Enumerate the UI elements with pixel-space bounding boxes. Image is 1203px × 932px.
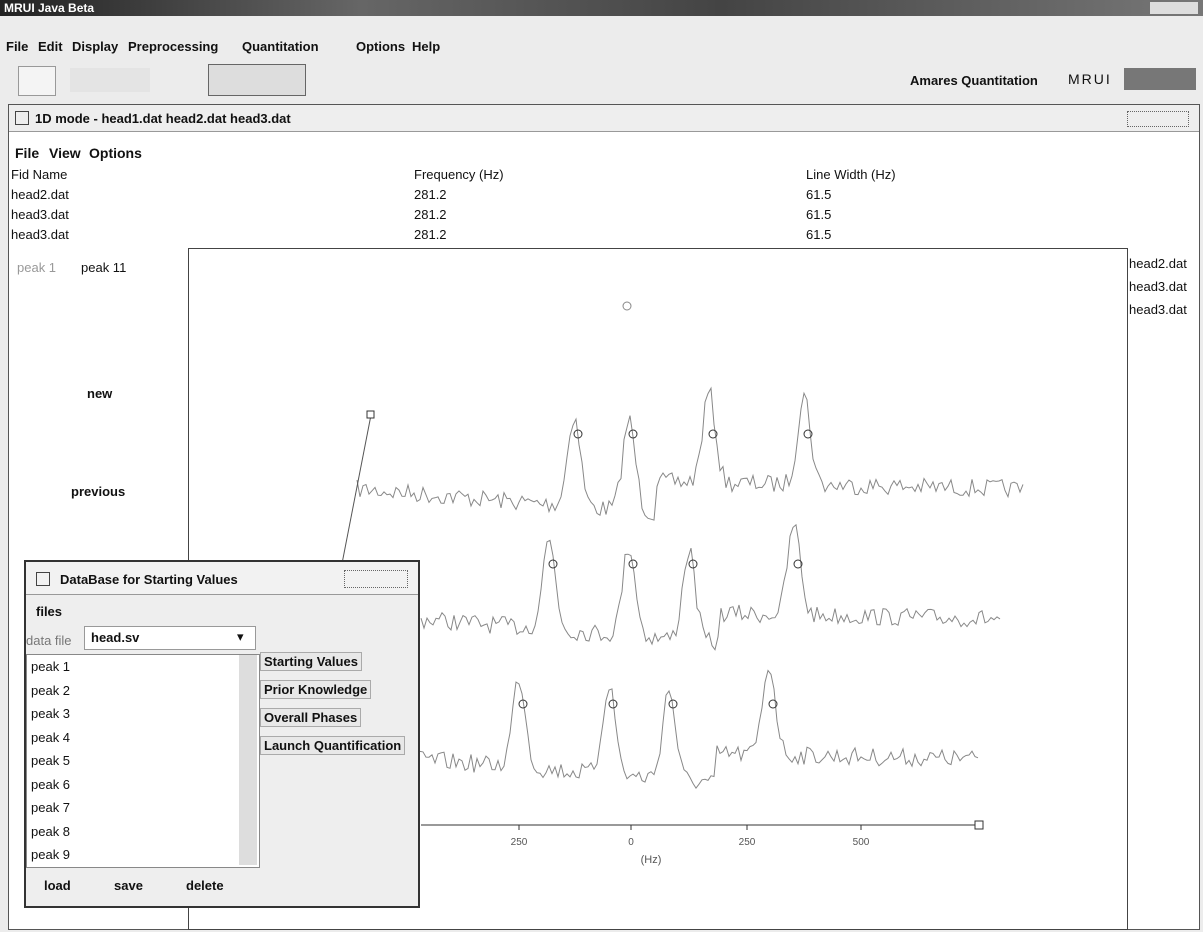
- parameter-table: Fid Name Frequency (Hz) Line Width (Hz) hea…: [9, 167, 1199, 245]
- column-header: Fid Name: [11, 167, 67, 182]
- axis-handle: [367, 411, 374, 418]
- tool-group[interactable]: [70, 68, 150, 92]
- table-cell: 281.2: [414, 227, 447, 242]
- dialog: DataBase for Starting Values files data …: [24, 560, 420, 908]
- table-cell: 61.5: [806, 227, 831, 242]
- x-axis-label: (Hz): [641, 854, 662, 866]
- list-item[interactable]: peak 8: [31, 824, 70, 839]
- menu-item[interactable]: File: [6, 39, 28, 54]
- logo: MRUI: [1068, 71, 1112, 87]
- mode-label: Amares Quantitation: [910, 73, 1038, 88]
- list-item[interactable]: peak 4: [31, 730, 70, 745]
- x-tick-label: 0: [628, 837, 634, 848]
- menu-item[interactable]: Quantitation: [242, 39, 319, 54]
- tool-group[interactable]: [208, 64, 306, 96]
- depth-axis: [339, 415, 371, 579]
- action-buttons: Starting Values Prior Knowledge Overall Ph…: [258, 648, 418, 768]
- file-value: head.sv: [91, 630, 139, 645]
- button[interactable]: Prior Knowledge: [260, 680, 371, 699]
- toolbar: Amares Quantitation MRUI: [0, 62, 1203, 98]
- combo-arrow: ▾: [237, 629, 244, 645]
- x-tick-label: 500: [853, 837, 870, 848]
- menu-item[interactable]: Help: [412, 39, 440, 54]
- dialog-title-bar: DataBase for Starting Values: [26, 562, 418, 595]
- frame-title-bar: 1D mode - head1.dat head2.dat head3.dat: [9, 105, 1199, 132]
- file-entry[interactable]: head3.dat: [1129, 302, 1187, 317]
- list-item[interactable]: peak 2: [31, 683, 70, 698]
- table-cell: 61.5: [806, 207, 831, 222]
- file-label: data file: [26, 633, 72, 648]
- list-item[interactable]: peak 9: [31, 847, 70, 862]
- file-combo[interactable]: head.sv ▾: [84, 626, 256, 650]
- dialog-buttons: load save delete: [26, 872, 258, 902]
- peak-marker: [623, 302, 631, 310]
- spectrum-trace: [357, 388, 1023, 520]
- file-entry[interactable]: head3.dat: [1129, 279, 1187, 294]
- menu-item[interactable]: Edit: [38, 39, 63, 54]
- tool-button[interactable]: [18, 66, 56, 96]
- x-tick-label: 250: [739, 837, 756, 848]
- frame-icon: [15, 111, 29, 125]
- table-cell: head3.dat: [11, 227, 69, 242]
- logo-badge: [1124, 68, 1196, 90]
- menu-item[interactable]: Display: [72, 39, 118, 54]
- screen: MRUI Java Beta File Edit Display Preprocess…: [0, 0, 1203, 931]
- column-header: Line Width (Hz): [806, 167, 896, 182]
- title-bar: MRUI Java Beta: [0, 0, 1203, 16]
- frame-title: 1D mode - head1.dat head2.dat head3.dat: [35, 111, 291, 126]
- button[interactable]: Overall Phases: [260, 708, 361, 727]
- peak-label[interactable]: peak 1: [17, 260, 56, 275]
- button[interactable]: previous: [71, 484, 125, 499]
- dialog-icon: [36, 572, 50, 586]
- spectrum-trace: [417, 671, 978, 789]
- list-item[interactable]: peak 7: [31, 800, 70, 815]
- button[interactable]: Starting Values: [260, 652, 362, 671]
- spectrum-trace: [421, 525, 1000, 650]
- file-list: head2.dat head3.dat head3.dat: [1127, 248, 1199, 368]
- peak-panel: peak 1 peak 11 new previous: [9, 248, 187, 548]
- button[interactable]: Launch Quantification: [260, 736, 405, 755]
- table-cell: head2.dat: [11, 187, 69, 202]
- table-cell: head3.dat: [11, 207, 69, 222]
- window-controls[interactable]: [1150, 2, 1198, 14]
- menu-item[interactable]: Options: [89, 145, 142, 161]
- list-item[interactable]: peak 5: [31, 753, 70, 768]
- peak-marker: [549, 560, 557, 568]
- x-tick-label: 250: [511, 837, 528, 848]
- frame-controls[interactable]: [1127, 111, 1189, 127]
- column-header: Frequency (Hz): [414, 167, 504, 182]
- dialog-controls[interactable]: [344, 570, 408, 588]
- button[interactable]: load: [44, 878, 71, 893]
- peak-label[interactable]: peak 11: [81, 260, 126, 275]
- file-entry[interactable]: head2.dat: [1129, 256, 1187, 271]
- peak-marker: [804, 430, 812, 438]
- table-cell: 281.2: [414, 187, 447, 202]
- list-item[interactable]: peak 6: [31, 777, 70, 792]
- list-item[interactable]: peak 1: [31, 659, 70, 674]
- list-item[interactable]: peak 3: [31, 706, 70, 721]
- table-cell: 281.2: [414, 207, 447, 222]
- window-title: MRUI Java Beta: [4, 1, 94, 15]
- menu-item[interactable]: View: [49, 145, 81, 161]
- menu-item[interactable]: Preprocessing: [128, 39, 218, 54]
- axis-handle: [975, 821, 983, 829]
- button[interactable]: new: [87, 386, 112, 401]
- button[interactable]: save: [114, 878, 143, 893]
- table-cell: 61.5: [806, 187, 831, 202]
- dialog-menu[interactable]: files: [36, 604, 62, 619]
- scrollbar[interactable]: [239, 655, 257, 865]
- button[interactable]: delete: [186, 878, 224, 893]
- peak-list: peak 1 peak 2 peak 3 peak 4 peak 5 peak 6 peak…: [26, 654, 260, 868]
- dialog-title: DataBase for Starting Values: [60, 572, 238, 587]
- menu-item[interactable]: Options: [356, 39, 405, 54]
- menu-item[interactable]: File: [15, 145, 39, 161]
- frame-menu-bar: File View Options: [9, 143, 409, 163]
- menu-bar: File Edit Display Preprocessing Quantitation…: [0, 36, 1203, 58]
